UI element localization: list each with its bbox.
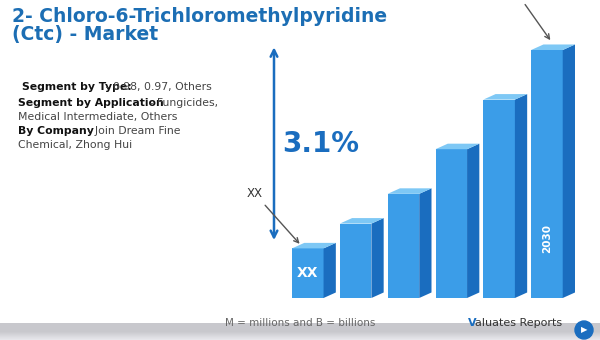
Polygon shape: [419, 188, 431, 298]
Text: XX: XX: [297, 266, 319, 280]
Polygon shape: [436, 144, 479, 149]
Bar: [0, 330, 600, 339]
Bar: [0, 324, 600, 333]
Bar: [484, 100, 515, 298]
Text: M = millions and B = billions: M = millions and B = billions: [225, 318, 375, 328]
Bar: [0, 327, 600, 336]
Text: aluates Reports: aluates Reports: [475, 318, 562, 328]
Bar: [436, 149, 467, 298]
Circle shape: [575, 321, 593, 339]
Polygon shape: [515, 94, 527, 298]
Bar: [0, 329, 600, 337]
Text: 3.1%: 3.1%: [282, 130, 359, 158]
Text: ▶: ▶: [581, 325, 587, 335]
Polygon shape: [323, 243, 336, 298]
Text: - Join Dream Fine: - Join Dream Fine: [84, 126, 181, 136]
Bar: [0, 330, 600, 339]
Text: (Ctc) - Market: (Ctc) - Market: [12, 25, 158, 44]
Text: - Fungicides,: - Fungicides,: [146, 98, 218, 108]
Polygon shape: [371, 218, 383, 298]
Bar: [0, 329, 600, 337]
Polygon shape: [292, 243, 336, 249]
Bar: [292, 249, 323, 298]
Bar: [0, 324, 600, 333]
Text: V: V: [468, 318, 476, 328]
Text: 2- Chloro-6-Trichloromethylpyridine: 2- Chloro-6-Trichloromethylpyridine: [12, 7, 387, 26]
Bar: [0, 329, 600, 338]
Bar: [0, 326, 600, 335]
Bar: [0, 325, 600, 333]
Text: Chemical, Zhong Hui: Chemical, Zhong Hui: [18, 140, 132, 150]
Bar: [0, 327, 600, 335]
Polygon shape: [340, 218, 383, 224]
Polygon shape: [388, 188, 431, 194]
Bar: [388, 194, 419, 298]
Bar: [0, 324, 600, 332]
Bar: [0, 328, 600, 337]
Bar: [0, 328, 600, 337]
Bar: [0, 323, 600, 332]
Bar: [0, 326, 600, 335]
Bar: [340, 224, 371, 298]
Bar: [0, 328, 600, 336]
Bar: [0, 330, 600, 338]
Bar: [0, 325, 600, 334]
Polygon shape: [531, 45, 575, 50]
Text: 2030: 2030: [542, 224, 552, 253]
Polygon shape: [484, 94, 527, 100]
Bar: [0, 328, 600, 337]
Bar: [0, 331, 600, 339]
Bar: [0, 323, 600, 332]
Bar: [0, 326, 600, 334]
Bar: [0, 329, 600, 338]
Text: Segment by Application: Segment by Application: [18, 98, 164, 108]
Bar: [0, 328, 600, 336]
Polygon shape: [467, 144, 479, 298]
Bar: [0, 330, 600, 339]
Bar: [0, 325, 600, 334]
Bar: [0, 324, 600, 333]
Bar: [0, 324, 600, 333]
Text: Segment by Type:: Segment by Type:: [22, 82, 132, 92]
Text: US$ 5M: US$ 5M: [494, 0, 550, 39]
Bar: [0, 326, 600, 335]
Bar: [0, 327, 600, 336]
Bar: [531, 50, 563, 298]
Bar: [0, 326, 600, 334]
Bar: [0, 331, 600, 340]
Polygon shape: [563, 45, 575, 298]
Bar: [0, 329, 600, 338]
Bar: [0, 332, 600, 340]
Bar: [0, 327, 600, 335]
Text: XX: XX: [247, 187, 299, 243]
Text: - 0.98, 0.97, Others: - 0.98, 0.97, Others: [102, 82, 212, 92]
Bar: [0, 327, 600, 336]
Text: By Company: By Company: [18, 126, 94, 136]
Text: Medical Intermediate, Others: Medical Intermediate, Others: [18, 112, 178, 122]
Bar: [0, 330, 600, 339]
Bar: [0, 331, 600, 340]
Bar: [0, 325, 600, 334]
